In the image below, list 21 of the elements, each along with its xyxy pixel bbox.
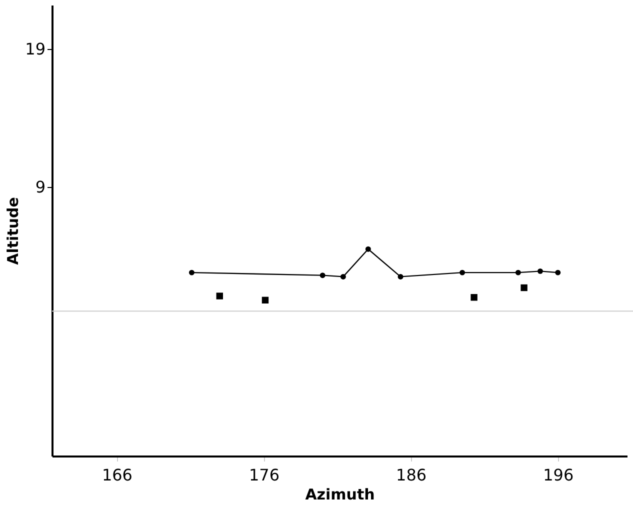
- point: [460, 270, 466, 276]
- point: [216, 292, 223, 300]
- point: [320, 272, 326, 278]
- point: [537, 268, 543, 274]
- x-axis-title: Azimuth: [305, 486, 375, 504]
- x-tick-label: 186: [396, 466, 427, 484]
- point: [555, 270, 561, 276]
- y-tick-label: 19: [25, 40, 46, 59]
- point: [188, 270, 194, 276]
- point: [365, 246, 371, 252]
- y-tick-label: 9: [35, 178, 46, 197]
- point: [398, 274, 404, 280]
- x-tick-label: 196: [543, 466, 574, 484]
- point: [520, 284, 528, 292]
- point: [515, 270, 521, 276]
- y-axis-title: Altitude: [4, 197, 22, 265]
- point: [262, 296, 269, 304]
- x-tick-label: 166: [102, 466, 132, 484]
- x-tick-label: 176: [248, 466, 280, 484]
- point: [470, 294, 478, 301]
- point: [340, 274, 346, 280]
